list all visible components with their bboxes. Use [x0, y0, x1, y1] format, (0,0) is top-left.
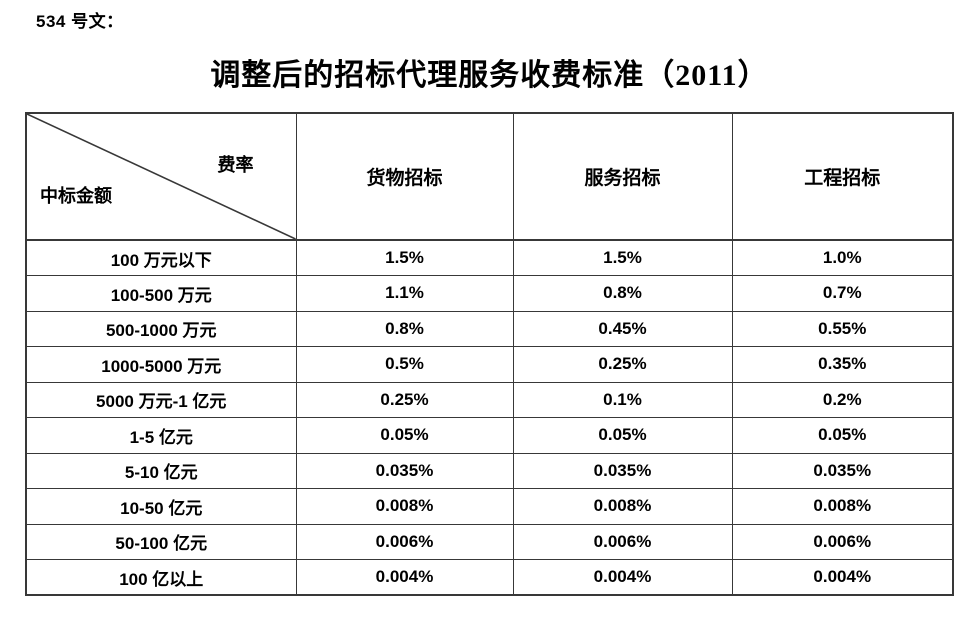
rate-cell: 1.1% [295, 275, 514, 312]
rate-cell: 0.7% [731, 275, 954, 312]
page-title: 调整后的招标代理服务收费标准（2011） [210, 59, 769, 92]
rate-cell: 0.1% [512, 381, 733, 418]
rate-cell: 0.8% [512, 275, 733, 312]
rate-cell: 0.35% [731, 346, 954, 383]
amount-cell: 500-1000 万元 [25, 310, 297, 347]
column-header-service: 服务招标 [512, 112, 733, 241]
fee-standard-table: 费率 中标金额 货物招标 服务招标 工程招标 100 万元以下 1.5% 1.5… [25, 112, 954, 596]
table-row: 5000 万元-1 亿元 0.25% 0.1% 0.2% [25, 381, 954, 418]
rate-cell: 0.55% [731, 310, 954, 347]
amount-cell: 5000 万元-1 亿元 [25, 381, 297, 418]
table-row: 10-50 亿元 0.008% 0.008% 0.008% [25, 488, 954, 525]
amount-cell: 10-50 亿元 [25, 488, 297, 525]
rate-cell: 0.006% [295, 523, 514, 560]
rate-cell: 0.006% [512, 523, 733, 560]
table-row: 50-100 亿元 0.006% 0.006% 0.006% [25, 523, 954, 560]
rate-cell: 1.5% [512, 239, 733, 276]
rate-cell: 0.25% [512, 346, 733, 383]
table-row: 100 万元以下 1.5% 1.5% 1.0% [25, 239, 954, 276]
amount-cell: 50-100 亿元 [25, 523, 297, 560]
table-row: 100 亿以上 0.004% 0.004% 0.004% [25, 559, 954, 596]
rate-cell: 0.035% [512, 452, 733, 489]
table-row: 100-500 万元 1.1% 0.8% 0.7% [25, 275, 954, 312]
rate-cell: 0.05% [512, 417, 733, 454]
rate-cell: 0.008% [295, 488, 514, 525]
header-row: 费率 中标金额 货物招标 服务招标 工程招标 [25, 112, 954, 241]
corner-label-rate: 费率 [217, 155, 254, 175]
doc-ref: 534 号文： [36, 12, 124, 31]
amount-cell: 100 万元以下 [25, 239, 297, 276]
rate-cell: 0.05% [295, 417, 514, 454]
column-header-works: 工程招标 [731, 112, 954, 241]
rate-cell: 0.004% [731, 559, 954, 596]
amount-cell: 1000-5000 万元 [25, 346, 297, 383]
table-row: 5-10 亿元 0.035% 0.035% 0.035% [25, 452, 954, 489]
rate-cell: 0.5% [295, 346, 514, 383]
rate-cell: 0.035% [295, 452, 514, 489]
column-header-goods: 货物招标 [295, 112, 514, 241]
corner-cell: 费率 中标金额 [25, 112, 297, 241]
rate-cell: 0.008% [731, 488, 954, 525]
rate-cell: 0.008% [512, 488, 733, 525]
corner-label-amount: 中标金额 [40, 186, 112, 206]
amount-cell: 100-500 万元 [25, 275, 297, 312]
table-row: 1-5 亿元 0.05% 0.05% 0.05% [25, 417, 954, 454]
rate-cell: 0.45% [512, 310, 733, 347]
rate-cell: 0.004% [512, 559, 733, 596]
diagonal-divider-line [27, 114, 296, 239]
amount-cell: 100 亿以上 [25, 559, 297, 596]
rate-cell: 0.25% [295, 381, 514, 418]
rate-cell: 0.05% [731, 417, 954, 454]
amount-cell: 5-10 亿元 [25, 452, 297, 489]
rate-cell: 0.8% [295, 310, 514, 347]
rate-cell: 0.035% [731, 452, 954, 489]
rate-cell: 0.004% [295, 559, 514, 596]
table-row: 500-1000 万元 0.8% 0.45% 0.55% [25, 310, 954, 347]
rate-cell: 1.5% [295, 239, 514, 276]
rate-cell: 1.0% [731, 239, 954, 276]
amount-cell: 1-5 亿元 [25, 417, 297, 454]
rate-cell: 0.2% [731, 381, 954, 418]
table-row: 1000-5000 万元 0.5% 0.25% 0.35% [25, 346, 954, 383]
rate-cell: 0.006% [731, 523, 954, 560]
